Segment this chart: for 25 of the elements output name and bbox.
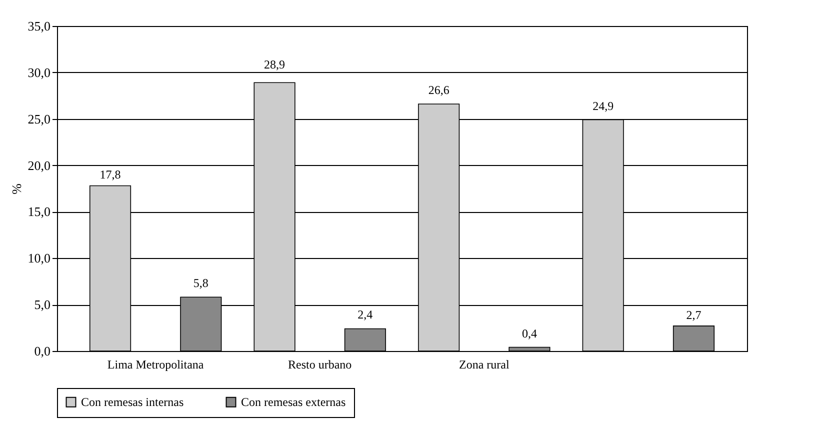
bar <box>508 346 550 352</box>
data-label: 2,4 <box>358 308 373 322</box>
data-label: 26,6 <box>428 83 450 97</box>
legend-label: Con remesas externas <box>241 395 346 410</box>
data-label: 28,9 <box>264 58 286 72</box>
y-tick-label: 20,0 <box>28 158 50 173</box>
y-tick-label: 25,0 <box>28 111 50 126</box>
y-axis-title: % <box>8 183 24 194</box>
data-label: 17,8 <box>100 168 121 182</box>
bar <box>672 326 715 352</box>
data-label: 0,4 <box>522 326 537 340</box>
bar <box>344 328 386 352</box>
y-tick-label: 5,0 <box>34 297 50 312</box>
y-tick-label: 10,0 <box>28 250 50 266</box>
data-label: 24,9 <box>592 98 614 113</box>
legend-label: Con remesas internas <box>81 395 184 410</box>
x-tick-label: Resto urbano <box>288 358 352 372</box>
y-tick-label: 30,0 <box>28 64 50 80</box>
data-label: 5,8 <box>193 276 208 290</box>
x-tick-label: Lima Metropolitana <box>107 358 204 372</box>
y-tick-label: 15,0 <box>28 204 50 220</box>
data-label: 2,7 <box>686 308 702 322</box>
y-tick-label: 35,0 <box>28 18 50 34</box>
x-tick-label: Zona rural <box>458 358 510 372</box>
y-tick-label: 0,0 <box>34 344 50 358</box>
